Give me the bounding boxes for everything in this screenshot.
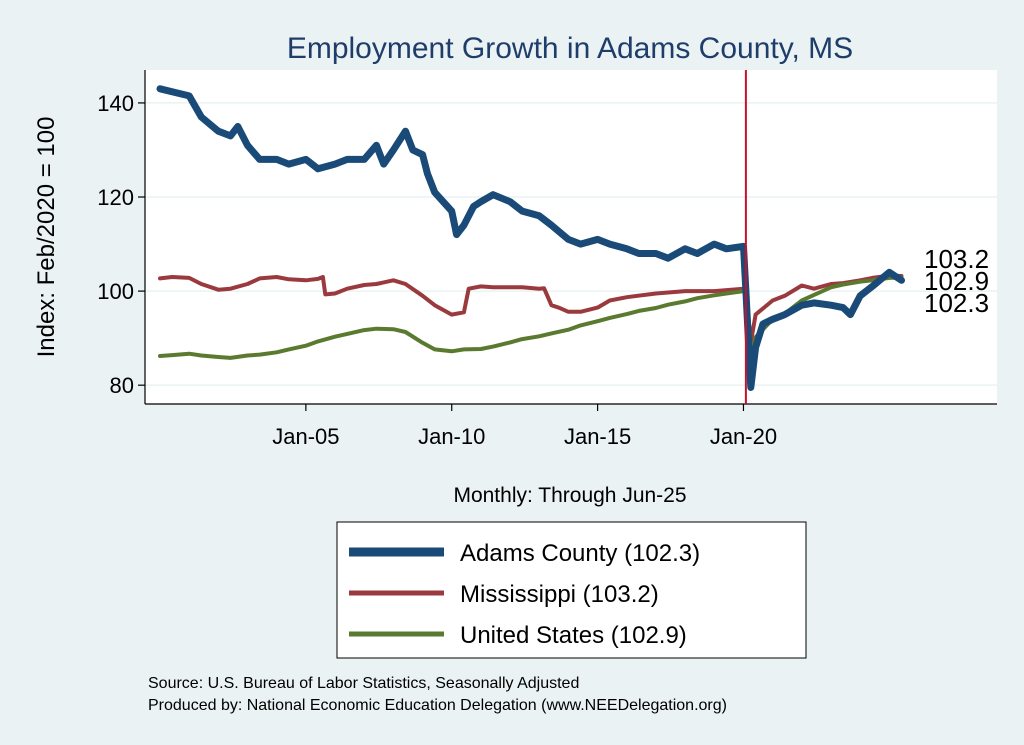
y-ticks: 80 100 120 140 bbox=[97, 91, 145, 398]
y-axis-label: Index: Feb/2020 = 100 bbox=[33, 117, 60, 358]
produced-by-note: Produced by: National Economic Education… bbox=[148, 697, 727, 714]
x-tick-label: Jan-20 bbox=[710, 424, 777, 449]
legend-box bbox=[336, 521, 807, 659]
legend-label: Mississippi (103.2) bbox=[460, 581, 659, 608]
y-tick-label: 120 bbox=[97, 185, 134, 210]
series-lines bbox=[156, 85, 905, 391]
legend-label: Adams County (102.3) bbox=[460, 540, 700, 567]
end-value-label: 103.2 bbox=[924, 244, 989, 274]
legend: Adams County (102.3) Mississippi (103.2) U… bbox=[349, 540, 700, 649]
source-note: Source: U.S. Bureau of Labor Statistics,… bbox=[148, 675, 579, 692]
end-value-label: 102.9 bbox=[924, 266, 989, 296]
end-value-label: 102.3 bbox=[924, 288, 989, 318]
x-tick-label: Jan-05 bbox=[272, 424, 339, 449]
x-axis-label: Monthly: Through Jun-25 bbox=[453, 484, 686, 507]
y-tick-label: 80 bbox=[110, 373, 134, 398]
series-line-2 bbox=[158, 273, 904, 345]
y-tick-label: 140 bbox=[97, 91, 134, 116]
y-tick-label: 100 bbox=[97, 279, 134, 304]
y-grid bbox=[145, 102, 997, 386]
x-tick-label: Jan-10 bbox=[418, 424, 485, 449]
chart-title: Employment Growth in Adams County, MS bbox=[287, 32, 853, 65]
series-line-1 bbox=[156, 85, 905, 391]
x-tick-label: Jan-15 bbox=[564, 424, 631, 449]
x-ticks: Jan-05 Jan-10 Jan-15 Jan-20 bbox=[272, 404, 777, 449]
legend-label: United States (102.9) bbox=[460, 622, 687, 649]
